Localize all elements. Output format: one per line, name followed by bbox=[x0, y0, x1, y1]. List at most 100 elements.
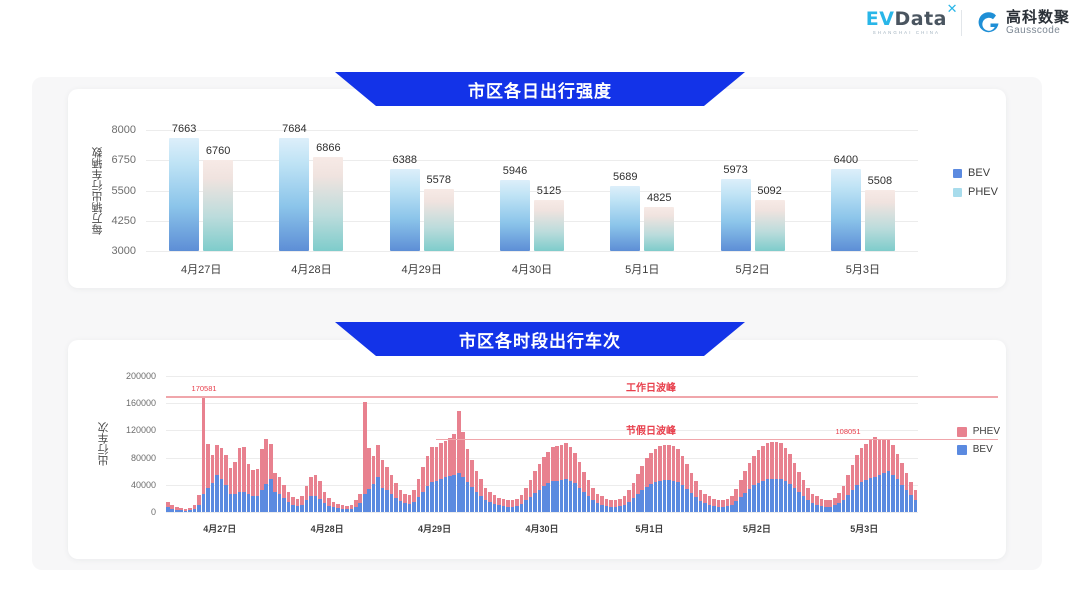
chart2-stacked-bar[interactable] bbox=[224, 454, 228, 512]
chart2-stacked-bar[interactable] bbox=[873, 437, 877, 512]
chart2-stacked-bar[interactable] bbox=[233, 461, 237, 512]
chart2-stacked-bar[interactable] bbox=[291, 497, 295, 512]
chart2-stacked-bar[interactable] bbox=[882, 438, 886, 512]
chart2-stacked-bar[interactable] bbox=[609, 500, 613, 512]
chart1-bar-bev[interactable]: 5973 bbox=[720, 164, 751, 251]
chart2-stacked-bar[interactable] bbox=[546, 451, 551, 512]
chart2-stacked-bar[interactable] bbox=[282, 484, 286, 512]
chart2-stacked-bar[interactable] bbox=[416, 479, 421, 512]
chart2-stacked-bar[interactable] bbox=[398, 489, 403, 512]
chart2-stacked-bar[interactable] bbox=[215, 445, 219, 512]
chart2-stacked-bar[interactable] bbox=[371, 455, 376, 512]
chart2-stacked-bar[interactable] bbox=[649, 452, 653, 512]
chart2-stacked-bar[interactable] bbox=[443, 441, 448, 512]
chart2-stacked-bar[interactable] bbox=[568, 446, 573, 512]
chart2-stacked-bar[interactable] bbox=[671, 446, 676, 512]
chart2-stacked-bar[interactable] bbox=[251, 469, 255, 512]
chart2-stacked-bar[interactable] bbox=[510, 500, 515, 512]
chart2-stacked-bar[interactable] bbox=[797, 471, 801, 512]
chart2-stacked-bar[interactable] bbox=[242, 446, 246, 512]
chart2-stacked-bar[interactable] bbox=[430, 446, 434, 512]
chart1-bar-phev[interactable]: 5092 bbox=[754, 185, 785, 251]
chart2-stacked-bar[interactable] bbox=[349, 504, 354, 512]
chart1-bar-group[interactable]: 6388 5578 bbox=[389, 130, 454, 251]
chart2-stacked-bar[interactable] bbox=[403, 493, 407, 512]
chart2-stacked-bar[interactable] bbox=[667, 444, 671, 512]
chart2-stacked-bar[interactable] bbox=[465, 448, 470, 512]
chart2-stacked-bar[interactable] bbox=[183, 508, 188, 512]
chart2-stacked-bar[interactable] bbox=[264, 439, 269, 512]
chart2-stacked-bar[interactable] bbox=[524, 487, 528, 512]
chart1-bar-group[interactable]: 7684 6866 bbox=[279, 123, 344, 251]
chart2-stacked-bar[interactable] bbox=[461, 432, 465, 512]
chart2-stacked-bar[interactable] bbox=[627, 490, 631, 512]
chart2-stacked-bar[interactable] bbox=[488, 492, 492, 512]
chart2-legend-item-phev[interactable]: PHEV bbox=[956, 426, 1000, 437]
chart1-bar-group[interactable]: 7663 6760 bbox=[169, 123, 234, 251]
chart2-stacked-bar[interactable] bbox=[376, 445, 380, 512]
chart2-stacked-bar[interactable] bbox=[479, 479, 483, 512]
chart2-stacked-bar[interactable] bbox=[828, 500, 833, 512]
chart2-stacked-bar[interactable] bbox=[452, 433, 457, 512]
chart2-stacked-bar[interactable] bbox=[318, 481, 322, 512]
chart2-stacked-bar[interactable] bbox=[313, 475, 318, 512]
chart2-stacked-bar[interactable] bbox=[304, 486, 309, 512]
chart2-stacked-bar[interactable] bbox=[260, 448, 264, 512]
chart2-stacked-bar[interactable] bbox=[631, 482, 636, 512]
chart2-stacked-bar[interactable] bbox=[309, 477, 313, 512]
chart2-stacked-bar[interactable] bbox=[640, 465, 645, 512]
chart2-stacked-bar[interactable] bbox=[577, 461, 582, 512]
chart2-stacked-bar[interactable] bbox=[770, 441, 774, 512]
chart2-stacked-bar[interactable] bbox=[586, 480, 591, 512]
chart2-stacked-bar[interactable] bbox=[779, 443, 783, 512]
chart1-bar-phev[interactable]: 4825 bbox=[644, 192, 675, 251]
chart2-stacked-bar[interactable] bbox=[528, 480, 533, 512]
chart2-stacked-bar[interactable] bbox=[358, 493, 363, 512]
chart2-stacked-bar[interactable] bbox=[694, 481, 698, 512]
chart2-stacked-bar[interactable] bbox=[166, 501, 170, 512]
chart2-stacked-bar[interactable] bbox=[246, 463, 251, 512]
chart2-stacked-bar[interactable] bbox=[542, 456, 546, 512]
chart2-stacked-bar[interactable] bbox=[439, 443, 443, 512]
chart2-stacked-bar[interactable] bbox=[909, 482, 913, 512]
chart1-bar-phev[interactable]: 5508 bbox=[864, 175, 895, 251]
chart2-stacked-bar[interactable] bbox=[685, 464, 689, 512]
chart2-stacked-bar[interactable] bbox=[448, 437, 452, 512]
chart2-stacked-bar[interactable] bbox=[389, 474, 394, 512]
chart2-stacked-bar[interactable] bbox=[653, 448, 658, 512]
chart2-stacked-bar[interactable] bbox=[832, 497, 837, 512]
chart2-stacked-bar[interactable] bbox=[891, 444, 895, 512]
chart2-stacked-bar[interactable] bbox=[738, 480, 743, 512]
chart2-stacked-bar[interactable] bbox=[877, 438, 882, 512]
chart2-stacked-bar[interactable] bbox=[913, 490, 918, 512]
chart2-stacked-bar[interactable] bbox=[295, 499, 300, 512]
chart2-stacked-bar[interactable] bbox=[841, 485, 846, 512]
chart1-bar-phev[interactable]: 6760 bbox=[203, 145, 234, 251]
chart2-stacked-bar[interactable] bbox=[255, 468, 260, 512]
chart2-stacked-bar[interactable] bbox=[644, 458, 649, 512]
chart2-stacked-bar[interactable] bbox=[622, 496, 627, 512]
chart2-stacked-bar[interactable] bbox=[322, 491, 327, 512]
chart2-stacked-bar[interactable] bbox=[810, 493, 815, 512]
chart2-stacked-bar[interactable] bbox=[497, 497, 501, 512]
chart1-legend-item-bev[interactable]: BEV bbox=[953, 167, 998, 179]
chart1-bar-bev[interactable]: 7663 bbox=[169, 123, 200, 251]
chart2-stacked-bar[interactable] bbox=[636, 473, 640, 512]
chart2-stacked-bar[interactable] bbox=[712, 499, 716, 512]
chart2-stacked-bar[interactable] bbox=[788, 454, 792, 512]
chart2-stacked-bar[interactable] bbox=[846, 475, 850, 512]
chart2-stacked-bar[interactable] bbox=[850, 465, 855, 512]
chart2-stacked-bar[interactable] bbox=[559, 444, 564, 512]
chart2-stacked-bar[interactable] bbox=[573, 452, 577, 512]
chart2-stacked-bar[interactable] bbox=[747, 463, 752, 512]
chart1-bar-bev[interactable]: 7684 bbox=[279, 123, 310, 251]
chart2-stacked-bar[interactable] bbox=[868, 439, 873, 512]
chart2-stacked-bar[interactable] bbox=[864, 444, 868, 512]
chart2-stacked-bar[interactable] bbox=[591, 488, 595, 512]
chart2-stacked-bar[interactable] bbox=[613, 500, 618, 512]
chart2-stacked-bar[interactable] bbox=[197, 495, 201, 512]
chart2-stacked-bar[interactable] bbox=[237, 448, 242, 512]
chart2-stacked-bar[interactable] bbox=[474, 470, 479, 512]
chart2-stacked-bar[interactable] bbox=[336, 503, 340, 512]
chart2-stacked-bar[interactable] bbox=[170, 504, 175, 512]
